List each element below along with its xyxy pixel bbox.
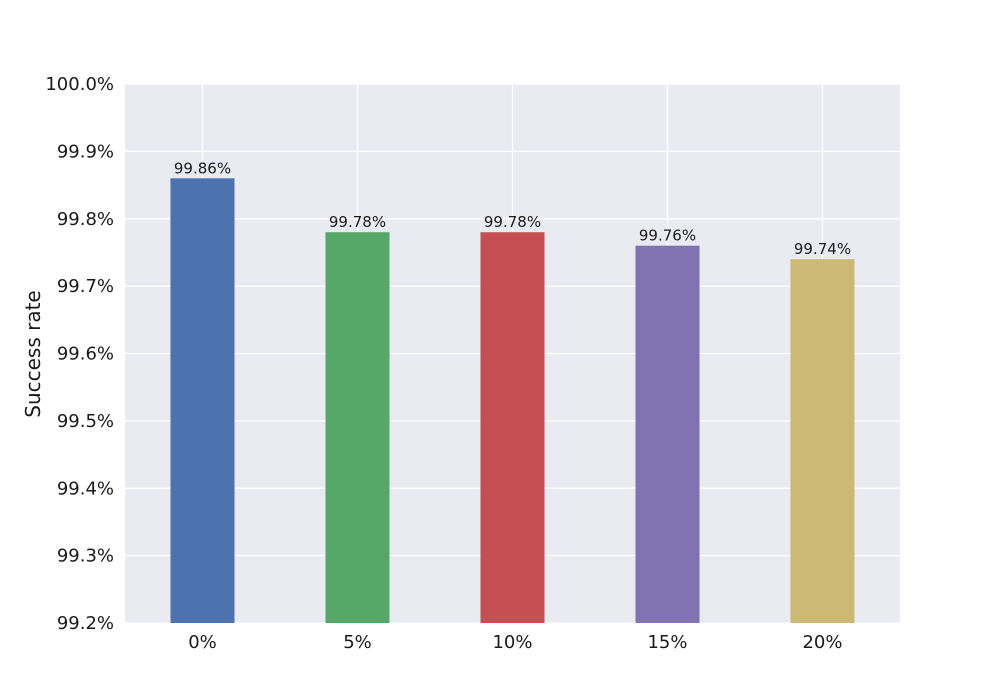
y-tick-label: 99.9% [57, 141, 114, 162]
y-tick-label: 99.7% [57, 276, 114, 297]
y-tick-label: 99.6% [57, 344, 114, 365]
bars [170, 178, 855, 623]
x-tick-label: 0% [188, 632, 217, 653]
x-tick-label: 20% [802, 632, 842, 653]
bar-value-label: 99.76% [639, 227, 696, 245]
x-tick-label: 10% [492, 632, 532, 653]
bar-value-label: 99.78% [484, 213, 541, 231]
y-tick-label: 99.4% [57, 478, 114, 499]
y-tick-label: 100.0% [45, 74, 114, 95]
bar [325, 232, 390, 623]
y-tick-label: 99.8% [57, 209, 114, 230]
y-axis-ticks: 99.2% 99.3% 99.4% 99.5% 99.6% 99.7% 99.8% 99.9%… [45, 74, 114, 634]
bar-value-label: 99.78% [329, 213, 386, 231]
bar-value-label: 99.74% [794, 240, 851, 258]
x-tick-label: 15% [647, 632, 687, 653]
bar [635, 245, 700, 623]
bar [790, 259, 855, 623]
y-tick-label: 99.5% [57, 411, 114, 432]
y-axis-title: Success rate [21, 290, 45, 418]
y-tick-label: 99.2% [57, 613, 114, 634]
y-tick-label: 99.3% [57, 546, 114, 567]
bar [170, 178, 235, 623]
data-labels: 99.86% 99.78% 99.78% 99.76% 99.74% [174, 159, 851, 258]
bar-value-label: 99.86% [174, 159, 231, 177]
bar [480, 232, 545, 623]
x-axis-ticks: 0% 5% 10% 15% 20% [188, 632, 842, 653]
x-tick-label: 5% [343, 632, 372, 653]
